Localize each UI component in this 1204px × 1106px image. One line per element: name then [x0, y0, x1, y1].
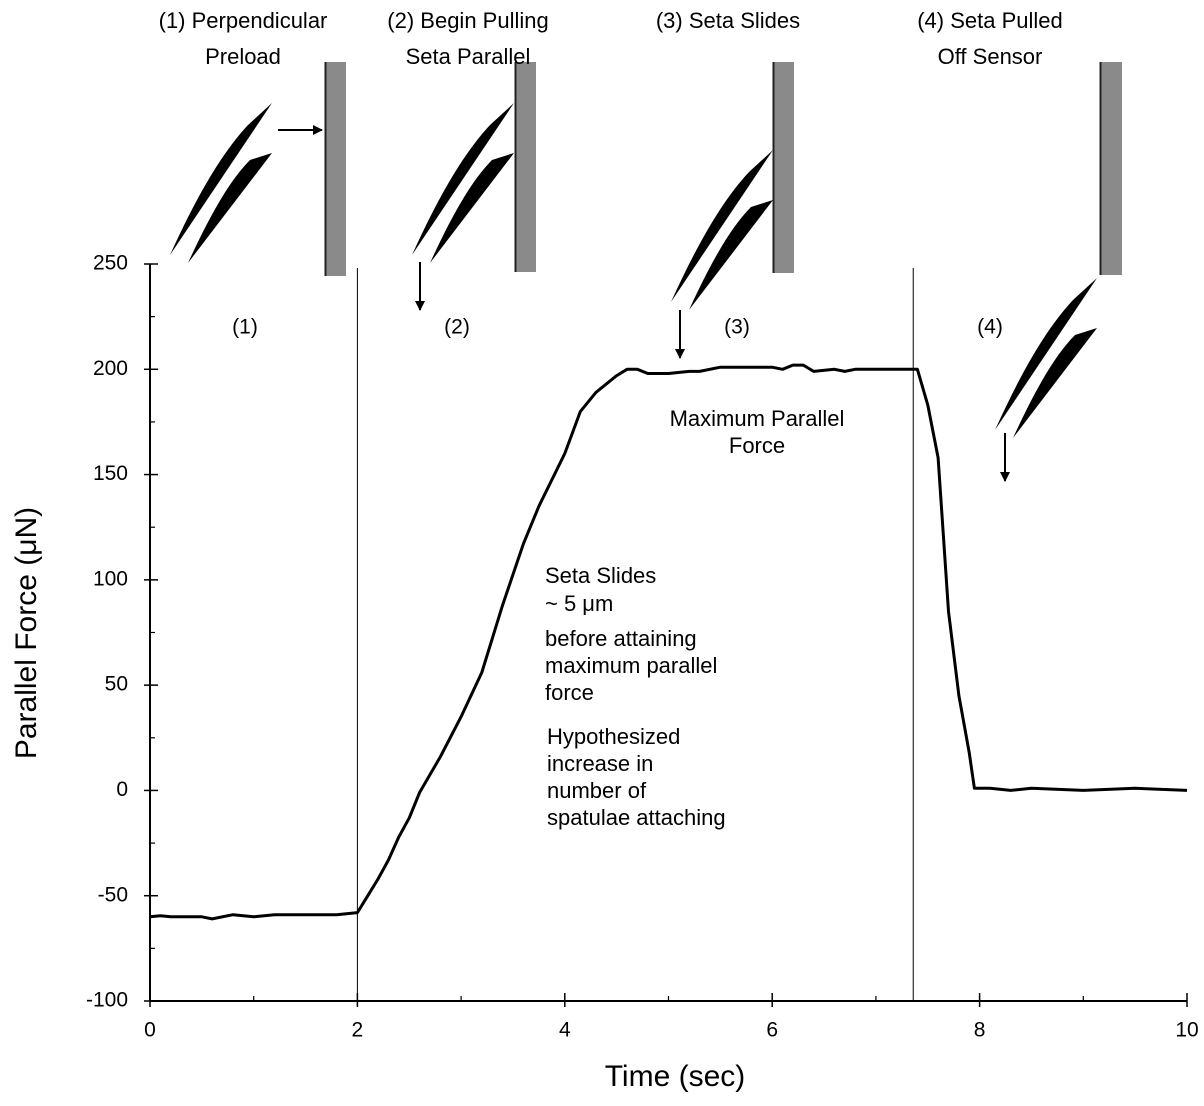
sensor-wall	[773, 62, 794, 273]
sensor-wall	[325, 62, 346, 276]
annotation: ~ 5 μm	[545, 591, 613, 616]
x-tick-label: 4	[559, 1019, 571, 1042]
seta	[995, 278, 1097, 438]
x-tick-label: 0	[144, 1019, 156, 1042]
x-tick-label: 10	[1175, 1019, 1198, 1042]
y-tick-label: 250	[93, 252, 128, 275]
sensor-wall	[1100, 62, 1122, 275]
sensor-wall	[515, 62, 536, 272]
phase-caption: Preload	[205, 44, 281, 69]
annotation: maximum parallel	[545, 653, 717, 678]
x-tick-label: 2	[352, 1019, 364, 1042]
phase-label: (2)	[444, 316, 470, 339]
y-tick-label: 200	[93, 357, 128, 380]
x-tick-label: 8	[974, 1019, 986, 1042]
y-tick-label: 100	[93, 567, 128, 590]
annotation: Maximum Parallel	[670, 406, 845, 431]
y-tick-label: 150	[93, 462, 128, 485]
x-tick-label: 6	[766, 1019, 778, 1042]
y-tick-label: -100	[86, 989, 128, 1012]
annotation: Seta Slides	[545, 563, 656, 588]
y-tick-label: 50	[105, 673, 128, 696]
annotation: force	[545, 680, 594, 705]
annotation: spatulae attaching	[547, 805, 726, 830]
annotation: increase in	[547, 751, 653, 776]
phase-caption: (1) Perpendicular	[159, 8, 328, 33]
annotation: Force	[729, 433, 785, 458]
seta	[412, 103, 514, 263]
y-tick-label: -50	[98, 883, 128, 906]
y-axis-title: Parallel Force (μN)	[10, 507, 43, 759]
phase-label: (3)	[724, 316, 750, 339]
diagrams	[170, 62, 1122, 482]
phase-caption: Off Sensor	[938, 44, 1043, 69]
seta	[170, 103, 272, 263]
annotation: Hypothesized	[547, 724, 680, 749]
data-line	[149, 363, 1188, 921]
annotation: number of	[547, 778, 647, 803]
annotation: before attaining	[545, 626, 697, 651]
x-axis-title: Time (sec)	[605, 1060, 746, 1093]
y-tick-label: 0	[116, 778, 128, 801]
phase-caption: (4) Seta Pulled	[917, 8, 1063, 33]
phase-caption: Seta Parallel	[406, 44, 531, 69]
phase-caption: (3) Seta Slides	[656, 8, 800, 33]
phase-label: (1)	[232, 316, 258, 339]
seta	[671, 150, 773, 310]
phase-caption: (2) Begin Pulling	[387, 8, 548, 33]
phase-label: (4)	[977, 316, 1003, 339]
